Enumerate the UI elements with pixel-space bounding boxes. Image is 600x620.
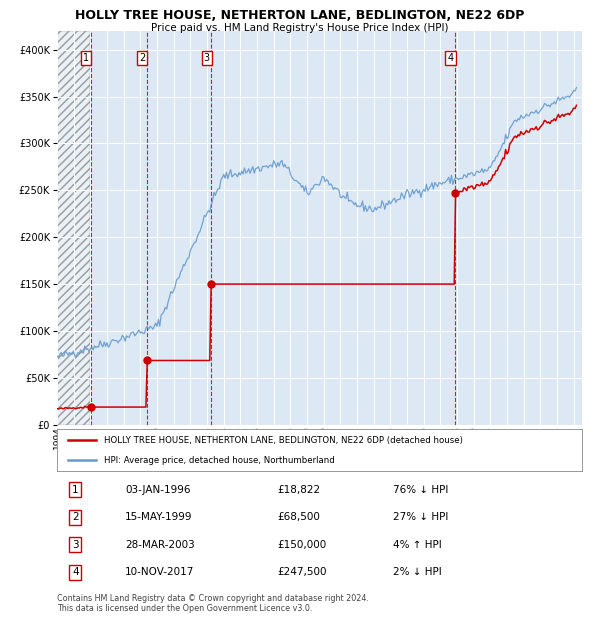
Text: £18,822: £18,822 (277, 485, 320, 495)
Text: 2: 2 (72, 512, 79, 522)
Text: £68,500: £68,500 (277, 512, 320, 522)
Bar (57, 31, 91, 425)
Text: 4: 4 (448, 53, 454, 63)
Text: 1: 1 (83, 53, 89, 63)
Text: 27% ↓ HPI: 27% ↓ HPI (393, 512, 448, 522)
Text: 4: 4 (72, 567, 79, 577)
Text: 3: 3 (204, 53, 210, 63)
Text: 1: 1 (72, 485, 79, 495)
Text: 03-JAN-1996: 03-JAN-1996 (125, 485, 191, 495)
Text: 76% ↓ HPI: 76% ↓ HPI (393, 485, 448, 495)
Text: 2% ↓ HPI: 2% ↓ HPI (393, 567, 442, 577)
Text: £247,500: £247,500 (277, 567, 327, 577)
Text: 4% ↑ HPI: 4% ↑ HPI (393, 540, 442, 550)
Text: 15-MAY-1999: 15-MAY-1999 (125, 512, 193, 522)
Text: HOLLY TREE HOUSE, NETHERTON LANE, BEDLINGTON, NE22 6DP: HOLLY TREE HOUSE, NETHERTON LANE, BEDLIN… (76, 9, 524, 22)
Text: HOLLY TREE HOUSE, NETHERTON LANE, BEDLINGTON, NE22 6DP (detached house): HOLLY TREE HOUSE, NETHERTON LANE, BEDLIN… (104, 435, 463, 445)
Text: 2: 2 (139, 53, 145, 63)
Text: Price paid vs. HM Land Registry's House Price Index (HPI): Price paid vs. HM Land Registry's House … (151, 23, 449, 33)
Text: £150,000: £150,000 (277, 540, 327, 550)
Bar (57, 31, 91, 425)
Text: 10-NOV-2017: 10-NOV-2017 (125, 567, 194, 577)
Text: HPI: Average price, detached house, Northumberland: HPI: Average price, detached house, Nort… (104, 456, 335, 465)
Text: 28-MAR-2003: 28-MAR-2003 (125, 540, 195, 550)
Text: 3: 3 (72, 540, 79, 550)
Text: Contains HM Land Registry data © Crown copyright and database right 2024.
This d: Contains HM Land Registry data © Crown c… (57, 594, 369, 613)
